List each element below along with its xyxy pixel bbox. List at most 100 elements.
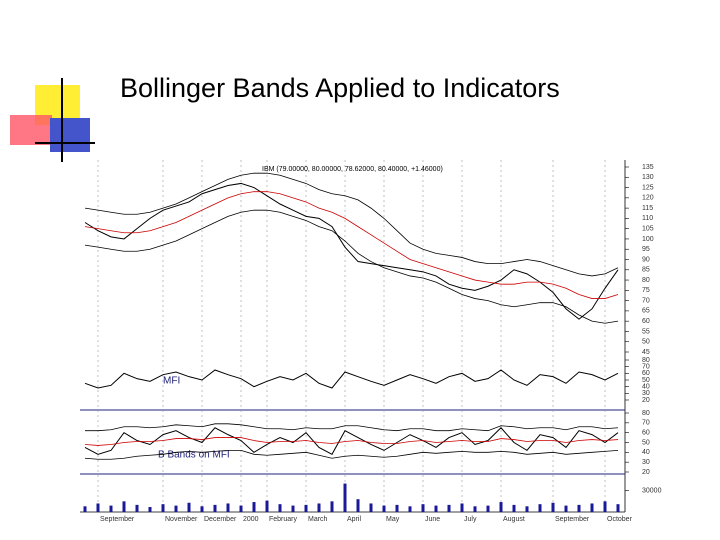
annotation: B Bands on MFI (158, 450, 230, 461)
y-tick-label: 135 (642, 164, 654, 171)
y-tick-label: 60 (642, 370, 650, 377)
y-tick-label: 105 (642, 226, 654, 233)
volume-bar (460, 503, 464, 512)
y-tick-label: 20 (642, 469, 650, 476)
volume-bar (551, 502, 555, 512)
x-tick-label: 2000 (243, 516, 259, 523)
y-tick-label: 75 (642, 287, 650, 294)
volume-bar (421, 504, 425, 512)
slide-title: Bollinger Bands Applied to Indicators (120, 73, 560, 103)
volume-bar (538, 504, 542, 512)
volume-bar (135, 504, 139, 512)
y-tick-label: 30000 (642, 488, 662, 495)
chart: September November December 2000 February Mar… (80, 160, 662, 523)
y-tick-label: 50 (642, 339, 650, 346)
y-tick-label: 60 (642, 430, 650, 437)
series-line (84, 437, 619, 446)
volume-bar (252, 502, 256, 512)
y-tick-label: 110 (642, 215, 653, 222)
volume-bar (109, 505, 113, 512)
decor-square (50, 118, 90, 152)
y-tick-label: 30 (642, 390, 650, 397)
y-tick-label: 80 (642, 357, 650, 364)
volume-bar (447, 504, 451, 512)
series-line (84, 209, 619, 324)
series-line (84, 369, 619, 389)
y-tick-label: 120 (642, 195, 654, 202)
x-tick-label: June (425, 516, 440, 523)
x-tick-label: October (607, 516, 633, 523)
volume-bar (356, 499, 360, 512)
x-tick-label: September (100, 516, 135, 523)
volume-bar (343, 483, 347, 512)
volume-bar (382, 505, 386, 512)
y-tick-label: 70 (642, 364, 650, 371)
y-tick-label: 40 (642, 384, 650, 391)
volume-bar (330, 501, 334, 512)
volume-bar (369, 503, 373, 512)
volume-bar (187, 502, 191, 512)
volume-bar (564, 505, 568, 512)
annotation: MFI (163, 376, 180, 387)
volume-bar (408, 506, 412, 512)
volume-bar (512, 504, 516, 512)
volume-bar (317, 503, 321, 512)
y-tick-label: 95 (642, 246, 650, 253)
volume-bar (226, 503, 230, 512)
y-tick-label: 80 (642, 277, 650, 284)
x-tick-label: March (308, 516, 328, 523)
series-line (84, 427, 619, 455)
decor-square (10, 115, 52, 145)
volume-bar (616, 504, 620, 512)
x-tick-label: November (165, 516, 198, 523)
y-tick-label: 50 (642, 439, 650, 446)
series-line (84, 191, 619, 299)
series-line (84, 449, 619, 460)
volume-bar (265, 500, 269, 512)
volume-bar (174, 505, 178, 512)
volume-bar (148, 507, 152, 512)
volume-bar (590, 503, 594, 512)
y-tick-label: 100 (642, 236, 654, 243)
volume-bar (213, 504, 217, 512)
volume-bar (577, 504, 581, 512)
volume-bar (291, 505, 295, 512)
volume-bar (486, 505, 490, 512)
x-tick-label: May (386, 516, 400, 523)
y-tick-label: 70 (642, 297, 650, 304)
series-line (85, 423, 619, 432)
series-line (84, 182, 619, 320)
volume-bar (239, 505, 243, 512)
volume-bar (525, 506, 529, 512)
volume-bar (96, 503, 100, 512)
y-tick-label: 30 (642, 459, 650, 466)
annotation: IBM (79.00000, 80.00000, 78.62000, 80.40… (262, 166, 443, 173)
y-tick-label: 130 (642, 174, 654, 181)
y-tick-label: 50 (642, 377, 650, 384)
x-tick-label: August (503, 516, 525, 523)
y-tick-label: 55 (642, 328, 650, 335)
x-tick-label: February (269, 516, 298, 523)
y-tick-label: 115 (642, 205, 653, 212)
x-tick-label: July (464, 516, 477, 523)
volume-bar (473, 506, 477, 512)
volume-bar (161, 504, 165, 512)
y-tick-label: 20 (642, 397, 650, 404)
y-tick-label: 60 (642, 318, 650, 325)
y-tick-label: 65 (642, 308, 650, 315)
volume-bar (434, 505, 438, 512)
series-line (84, 172, 619, 277)
x-tick-label: September (555, 516, 590, 523)
volume-bar (499, 502, 503, 512)
volume-bar (122, 501, 126, 512)
volume-bar (200, 506, 204, 512)
volume-bar (304, 504, 308, 512)
volume-bar (395, 504, 399, 512)
y-tick-label: 70 (642, 420, 650, 427)
y-tick-label: 90 (642, 256, 650, 263)
x-tick-label: December (204, 516, 237, 523)
y-tick-label: 85 (642, 267, 650, 274)
y-tick-label: 80 (642, 410, 650, 417)
